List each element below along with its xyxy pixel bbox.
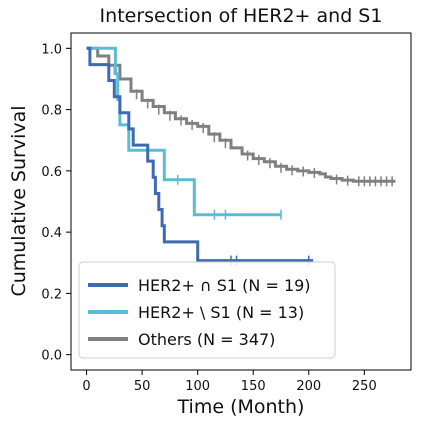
y-tick-label: 0.2 — [41, 287, 62, 302]
y-tick-label: 0.4 — [41, 226, 62, 241]
legend-label-her2-s1: HER2+ ∩ S1 (N = 19) — [138, 276, 311, 295]
y-tick-label: 0.0 — [41, 349, 62, 364]
x-tick-label: 250 — [352, 379, 377, 394]
series-line-2 — [86, 46, 396, 183]
x-tick-label: 50 — [134, 379, 151, 394]
x-tick-label: 200 — [296, 379, 321, 394]
legend-label-her2-not-s1: HER2+ \ S1 (N = 13) — [138, 303, 304, 322]
y-tick-label: 1.0 — [41, 42, 62, 57]
x-tick-label: 100 — [185, 379, 210, 394]
series-line-0 — [86, 46, 314, 263]
plot-frame — [70, 32, 412, 371]
x-axis-title: Time (Month) — [177, 396, 305, 418]
chart-title: Intersection of HER2+ and S1 — [100, 5, 383, 27]
legend-box — [78, 261, 336, 359]
series-layer — [86, 46, 396, 266]
series-line-1 — [86, 46, 281, 217]
x-tick-label: 0 — [82, 379, 90, 394]
x-tick-label: 150 — [241, 379, 266, 394]
legend-label-others: Others (N = 347) — [138, 330, 275, 349]
y-tick-label: 0.6 — [41, 165, 62, 180]
y-tick-label: 0.8 — [41, 104, 62, 119]
y-axis-title: Cumulative Survival — [8, 105, 30, 296]
legend: HER2+ ∩ S1 (N = 19) HER2+ \ S1 (N = 13) … — [78, 261, 336, 359]
axis-ticks: 0 50 100 150 200 250 0.0 0.2 0.4 0.6 0.8 1.0 — [41, 42, 376, 394]
